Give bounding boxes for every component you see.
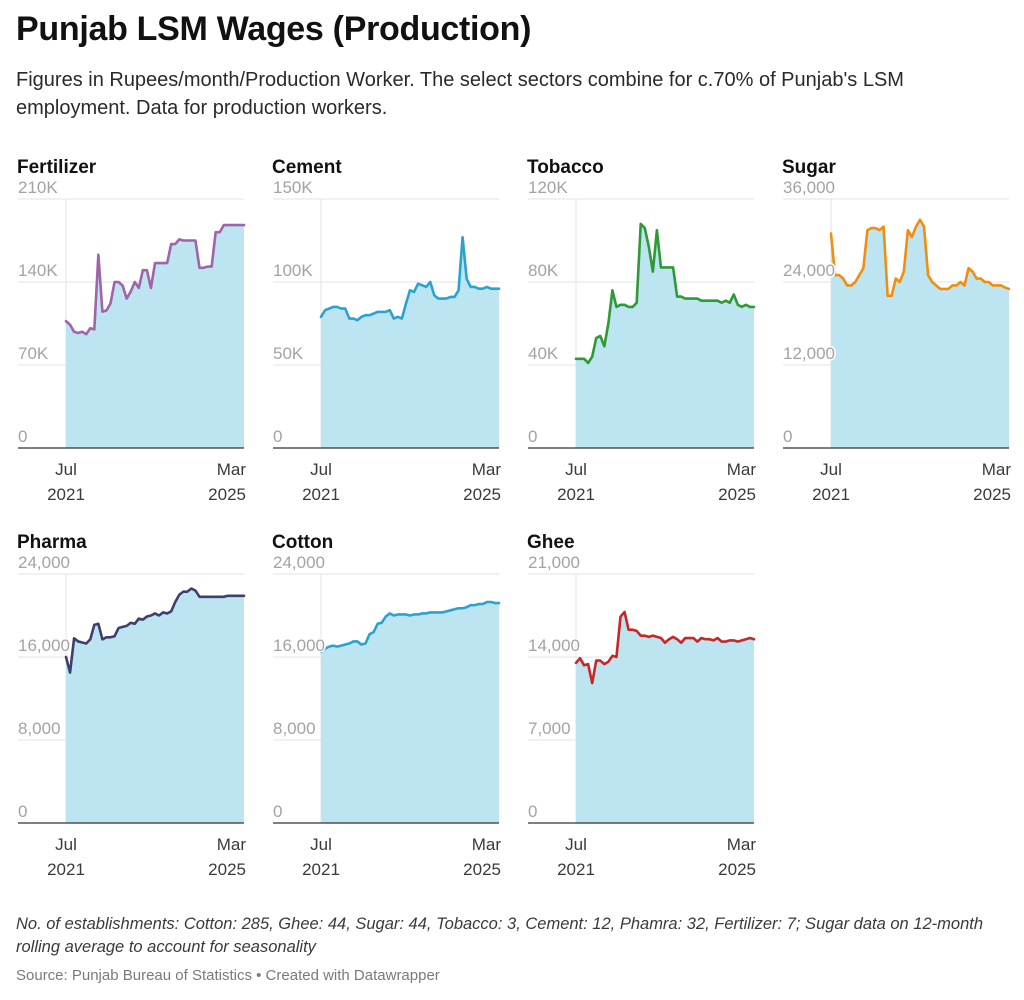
y-tick-label: 14,000 [528, 636, 580, 655]
y-tick-label: 50K [273, 344, 304, 363]
y-tick-label: 7,000 [528, 719, 571, 738]
panel-title: Ghee [527, 532, 575, 553]
series-area [576, 611, 754, 823]
series-line [574, 610, 756, 685]
y-tick-label: 0 [18, 427, 27, 446]
y-tick-label: 8,000 [273, 719, 316, 738]
x-tick-label-year: 2025 [208, 860, 246, 879]
y-tick-label: 24,000 [783, 261, 835, 280]
x-tick-label: Mar [982, 460, 1012, 479]
y-tick-label: 16,000 [18, 636, 70, 655]
y-tick-label: 8,000 [18, 719, 61, 738]
series-area [831, 219, 1009, 448]
chart-title: Punjab LSM Wages (Production) [16, 10, 532, 48]
panel-pharma: Pharma 0 8,000 16,000 24,000 Jul 2021 Mar 2025 [16, 532, 256, 882]
panel-title: Fertilizer [17, 157, 97, 178]
y-tick-label: 120K [528, 178, 568, 197]
cement-chart: 0 50K 100K 150K Jul 2021 Mar 2025 [272, 177, 502, 505]
x-tick-label-year: 2021 [47, 485, 85, 504]
y-tick-label: 150K [273, 178, 313, 197]
y-tick-label: 12,000 [783, 344, 835, 363]
notes: No. of establishments: Cotton: 285, Ghee… [16, 915, 984, 956]
x-tick-label: Mar [217, 460, 247, 479]
y-tick-label: 24,000 [18, 553, 70, 572]
panel-cement: Cement 0 50K 100K 150K Jul 2021 Mar 2025 [271, 157, 511, 507]
y-tick-label: 36,000 [783, 178, 835, 197]
series-line [319, 600, 501, 654]
sugar-chart: 0 12,000 24,000 36,000 Jul 2021 Mar 2025 [782, 177, 1012, 505]
y-tick-label: 0 [18, 802, 27, 821]
series-area [321, 602, 499, 823]
series-area [321, 237, 499, 448]
x-tick-label: Jul [310, 835, 332, 854]
x-tick-label: Jul [565, 460, 587, 479]
x-tick-label: Mar [472, 460, 502, 479]
series-area [576, 223, 754, 448]
series-line [64, 587, 246, 674]
x-tick-label-year: 2025 [463, 485, 501, 504]
series-area [66, 588, 244, 823]
panel-cotton: Cotton 0 8,000 16,000 24,000 Jul 2021 Mar 2025 [271, 532, 511, 882]
y-tick-label: 21,000 [528, 553, 580, 572]
y-tick-label: 40K [528, 344, 559, 363]
y-tick-label: 80K [528, 261, 559, 280]
series-line [574, 222, 756, 365]
pharma-chart: 0 8,000 16,000 24,000 Jul 2021 Mar 2025 [17, 552, 247, 880]
x-tick-label: Mar [727, 835, 757, 854]
series-line [64, 223, 246, 336]
x-tick-label: Jul [55, 835, 77, 854]
y-tick-label: 0 [528, 802, 537, 821]
panel-title: Pharma [17, 532, 87, 553]
x-tick-label: Jul [55, 460, 77, 479]
cotton-chart: 0 8,000 16,000 24,000 Jul 2021 Mar 2025 [272, 552, 502, 880]
x-tick-label: Mar [217, 835, 247, 854]
y-tick-label: 140K [18, 261, 58, 280]
y-tick-label: 0 [528, 427, 537, 446]
x-tick-label-year: 2025 [973, 485, 1011, 504]
x-tick-label: Jul [310, 460, 332, 479]
series-area [66, 225, 244, 448]
y-tick-label: 210K [18, 178, 58, 197]
y-tick-label: 0 [783, 427, 792, 446]
panel-fertilizer: Fertilizer 0 70K 140K 210K Jul 2021 Mar 2025 [16, 157, 256, 507]
x-tick-label-year: 2021 [302, 860, 340, 879]
panel-title: Tobacco [527, 157, 604, 178]
fertilizer-chart: 0 70K 140K 210K Jul 2021 Mar 2025 [17, 177, 247, 505]
x-tick-label: Mar [472, 835, 502, 854]
x-tick-label-year: 2025 [463, 860, 501, 879]
x-tick-label-year: 2021 [557, 485, 595, 504]
x-tick-label-year: 2025 [718, 485, 756, 504]
tobacco-chart: 0 40K 80K 120K Jul 2021 Mar 2025 [527, 177, 757, 505]
y-tick-label: 70K [18, 344, 49, 363]
panel-title: Cement [272, 157, 342, 178]
x-tick-label-year: 2025 [718, 860, 756, 879]
x-tick-label: Jul [565, 835, 587, 854]
panel-title: Sugar [782, 157, 836, 178]
series-line [829, 218, 1011, 298]
x-tick-label-year: 2021 [812, 485, 850, 504]
x-tick-label-year: 2021 [557, 860, 595, 879]
panel-tobacco: Tobacco 0 40K 80K 120K Jul 2021 Mar 2025 [526, 157, 766, 507]
x-tick-label-year: 2021 [302, 485, 340, 504]
y-tick-label: 100K [273, 261, 313, 280]
x-tick-label: Jul [820, 460, 842, 479]
series-line [319, 235, 501, 322]
chart-subtitle: Figures in Rupees/month/Production Worke… [16, 69, 904, 119]
x-tick-label: Mar [727, 460, 757, 479]
y-tick-label: 24,000 [273, 553, 325, 572]
x-tick-label-year: 2025 [208, 485, 246, 504]
ghee-chart: 0 7,000 14,000 21,000 Jul 2021 Mar 2025 [527, 552, 757, 880]
panel-title: Cotton [272, 532, 334, 553]
panel-sugar: Sugar 0 12,000 24,000 36,000 Jul 2021 Mar 2025 [781, 157, 1021, 507]
source-credit: Source: Punjab Bureau of Statistics • Cr… [16, 967, 440, 984]
panel-ghee: Ghee 0 7,000 14,000 21,000 Jul 2021 Mar 2025 [526, 532, 766, 882]
y-tick-label: 0 [273, 427, 282, 446]
x-tick-label-year: 2021 [47, 860, 85, 879]
y-tick-label: 0 [273, 802, 282, 821]
y-tick-label: 16,000 [273, 636, 325, 655]
